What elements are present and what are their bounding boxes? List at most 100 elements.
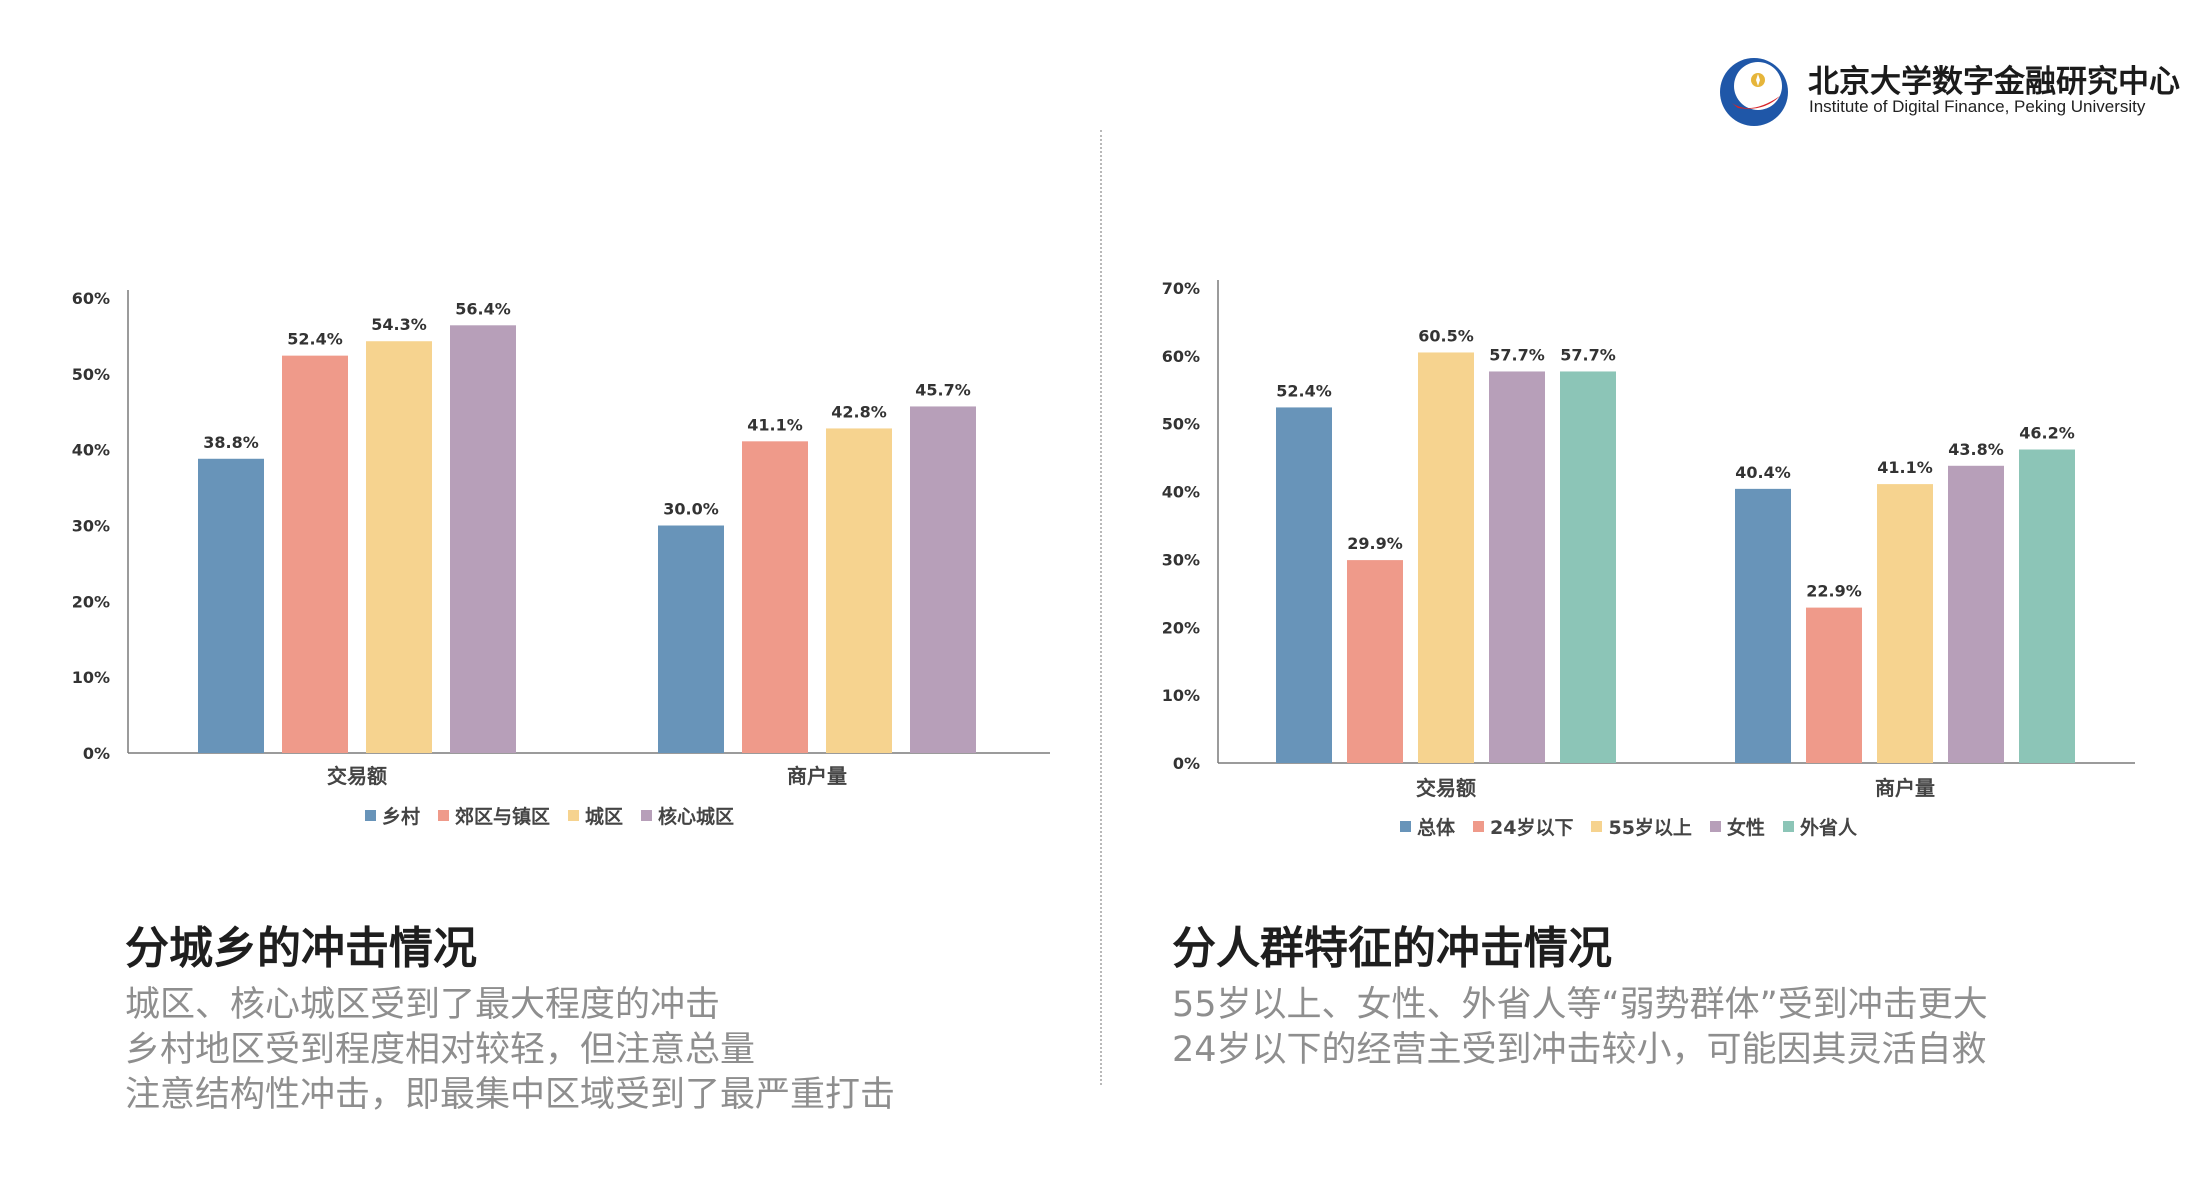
demographic-bar-chart: 0% 10% 20% 30% 40% 50% 60% 70% 52.4% 29.9% 60.5% 57… <box>1162 279 2135 800</box>
bar-value-label: 54.3% <box>371 315 427 334</box>
legend-label: 核心城区 <box>658 806 735 828</box>
legend-item: 郊区与镇区 <box>438 802 550 829</box>
y-tick-label: 10% <box>1162 686 1200 705</box>
bar-value-label: 43.8% <box>1948 440 2004 459</box>
bar-value-label: 30.0% <box>663 500 719 519</box>
legend-swatch <box>365 810 376 821</box>
legend-swatch <box>1473 821 1485 832</box>
category-label: 商户量 <box>1875 776 1935 800</box>
y-tick-label: 0% <box>83 744 110 763</box>
demographic-impact-chart: 0% 10% 20% 30% 40% 50% 60% 70% 52.4% 29.9% 60.5% 57… <box>1150 270 2150 840</box>
right-description: 55岁以上、女性、外省人等“弱势群体”受到冲击更大 24岁以下的经营主受到冲击较… <box>1172 983 1988 1073</box>
bar <box>450 325 516 753</box>
right-heading: 分人群特征的冲击情况 <box>1172 923 1612 974</box>
y-tick-label: 50% <box>72 365 110 384</box>
org-logo: 北京大学数字金融研究中心 Institute of Digital Financ… <box>1718 52 2180 126</box>
right-line-1: 55岁以上、女性、外省人等“弱势群体”受到冲击更大 <box>1172 985 1988 1025</box>
legend-label: 总体 <box>1417 817 1456 839</box>
y-tick-label: 50% <box>1162 415 1200 434</box>
bar <box>2019 449 2075 763</box>
left-line-1: 城区、核心城区受到了最大程度的冲击 <box>125 985 721 1025</box>
bar <box>1877 484 1933 763</box>
left-line-3: 注意结构性冲击，即最集中区域受到了最严重打击 <box>125 1075 896 1115</box>
y-tick-label: 30% <box>72 517 110 536</box>
y-tick-label: 40% <box>72 441 110 460</box>
legend-swatch <box>1591 821 1603 832</box>
org-name-chinese: 北京大学数字金融研究中心 <box>1808 64 2180 100</box>
bar-value-label: 57.7% <box>1489 345 1545 364</box>
bar <box>1948 465 2004 763</box>
bar-value-label: 46.2% <box>2019 424 2075 443</box>
bar-value-label: 42.8% <box>831 402 887 421</box>
bar <box>1560 371 1616 763</box>
legend-item: 55岁以上 <box>1591 813 1692 840</box>
bar-value-label: 52.4% <box>287 330 343 349</box>
bar <box>1806 607 1862 763</box>
y-tick-label: 60% <box>1162 347 1200 366</box>
bar-value-label: 45.7% <box>915 380 971 399</box>
bar <box>1735 488 1791 763</box>
urban-rural-bar-chart: 0% 10% 20% 30% 40% 50% 60% 38.8% 52.4% 54.3% 56.4%… <box>72 289 1050 788</box>
bar <box>282 355 348 753</box>
legend-swatch <box>1400 821 1411 832</box>
legend-label: 24岁以下 <box>1490 817 1574 839</box>
legend-item: 乡村 <box>365 802 420 829</box>
y-tick-label: 10% <box>72 668 110 687</box>
bar-value-label: 41.1% <box>1877 458 1933 477</box>
bar <box>1347 560 1403 763</box>
bar <box>910 406 976 753</box>
legend-label: 外省人 <box>1799 817 1857 839</box>
bar <box>366 341 432 753</box>
bar <box>1276 407 1332 763</box>
bar-value-label: 29.9% <box>1347 534 1403 553</box>
right-line-2: 24岁以下的经营主受到冲击较小，可能因其灵活自救 <box>1172 1030 1987 1070</box>
bar-value-label: 52.4% <box>1276 381 1332 400</box>
bar-value-label: 57.7% <box>1560 345 1616 364</box>
legend-swatch <box>568 810 580 821</box>
bar-value-label: 56.4% <box>455 299 511 318</box>
legend-label: 女性 <box>1726 817 1765 839</box>
bar <box>742 441 808 753</box>
bar <box>198 458 264 753</box>
legend-label: 城区 <box>585 806 624 828</box>
legend-label: 乡村 <box>382 806 421 828</box>
legend-item: 24岁以下 <box>1473 813 1573 840</box>
bar-value-label: 60.5% <box>1418 326 1474 345</box>
bar-value-label: 40.4% <box>1735 463 1791 482</box>
bar-value-label: 22.9% <box>1806 582 1862 601</box>
category-label: 交易额 <box>1416 776 1476 800</box>
y-tick-label: 0% <box>1173 754 1200 773</box>
legend-item: 城区 <box>568 802 623 829</box>
left-heading: 分城乡的冲击情况 <box>125 923 477 974</box>
legend-swatch <box>1709 821 1721 832</box>
legend-item: 核心城区 <box>641 802 734 829</box>
legend-swatch <box>1782 821 1794 832</box>
bar-value-label: 38.8% <box>203 433 259 452</box>
legend-swatch <box>641 810 653 821</box>
legend-label: 郊区与镇区 <box>455 806 551 828</box>
bar <box>658 525 724 753</box>
y-tick-label: 70% <box>1162 279 1200 298</box>
category-label: 商户量 <box>787 764 847 788</box>
y-tick-label: 20% <box>1162 618 1200 637</box>
y-tick-label: 60% <box>72 289 110 308</box>
bar <box>826 428 892 753</box>
left-description: 城区、核心城区受到了最大程度的冲击 乡村地区受到程度相对较轻，但注意总量 注意结… <box>125 983 895 1118</box>
section-divider <box>1100 130 1102 1085</box>
legend-swatch <box>438 810 450 821</box>
bar <box>1489 371 1545 763</box>
legend-item: 女性 <box>1709 813 1765 840</box>
legend-item: 总体 <box>1400 813 1455 840</box>
bar <box>1418 352 1474 763</box>
demographic-legend: 总体 24岁以下 55岁以上 女性 外省人 <box>1400 813 1857 840</box>
pku-digital-finance-logo-icon <box>1720 58 1788 126</box>
legend-item: 外省人 <box>1782 813 1857 840</box>
urban-rural-legend: 乡村 郊区与镇区 城区 核心城区 <box>365 802 734 829</box>
y-tick-label: 20% <box>72 592 110 611</box>
bar-value-label: 41.1% <box>747 415 803 434</box>
urban-rural-impact-chart: 0% 10% 20% 30% 40% 50% 60% 38.8% 52.4% 54.3% 56.4%… <box>60 280 1060 840</box>
y-tick-label: 30% <box>1162 550 1200 569</box>
legend-label: 55岁以上 <box>1608 817 1692 839</box>
left-line-2: 乡村地区受到程度相对较轻，但注意总量 <box>125 1030 756 1070</box>
org-name-english: Institute of Digital Finance, Peking Uni… <box>1809 97 2146 116</box>
